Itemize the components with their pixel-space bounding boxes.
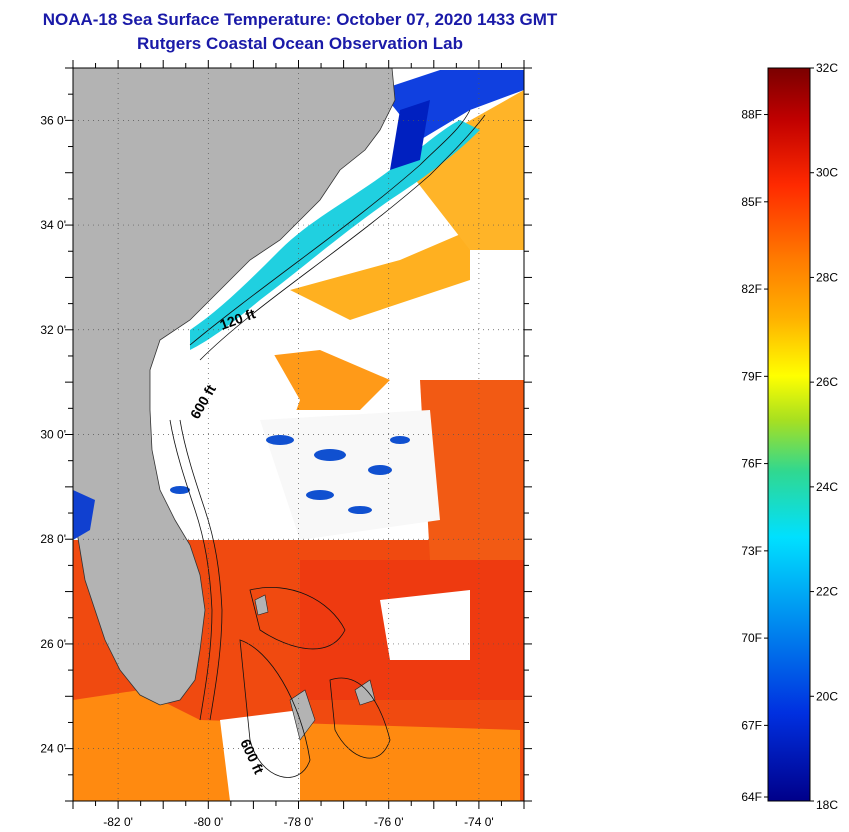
lon-tick-label: -80 0' — [193, 815, 223, 829]
land-us-southeast — [73, 68, 396, 706]
lat-tick-label: 32 0' — [40, 323, 66, 337]
colorbar-celsius-label: 18C — [816, 798, 838, 812]
colorbar-celsius-label: 24C — [816, 480, 838, 494]
cloud-3 — [380, 590, 470, 660]
colorbar-fahrenheit-label: 67F — [741, 718, 762, 732]
lon-tick-label: -82 0' — [103, 815, 133, 829]
colorbar-celsius-label: 22C — [816, 585, 838, 599]
colorbar-celsius-label: 20C — [816, 689, 838, 703]
colorbar-fahrenheit-label: 79F — [741, 369, 762, 383]
colorbar-fahrenheit-label: 70F — [741, 631, 762, 645]
lat-tick-label: 28 0' — [40, 532, 66, 546]
lat-tick-label: 24 0' — [40, 742, 66, 756]
bahamas-islands — [254, 594, 376, 741]
map-subtitle: Rutgers Coastal Ocean Observation Lab — [137, 34, 463, 53]
colorbar-fahrenheit-label: 73F — [741, 544, 762, 558]
colorbar-celsius-label: 30C — [816, 166, 838, 180]
map-title: NOAA-18 Sea Surface Temperature: October… — [42, 10, 558, 29]
warm-water-east — [420, 380, 524, 560]
cloud-4 — [220, 710, 300, 801]
lat-tick-label: 26 0' — [40, 637, 66, 651]
colorbar-celsius-label: 28C — [816, 270, 838, 284]
blue-patches — [170, 435, 410, 514]
temperature-colorbar — [767, 67, 811, 802]
latitude-labels: 36 0' 34 0' 32 0' 30 0' 28 0' 26 0' 24 0' — [40, 113, 66, 755]
cloud-1 — [160, 330, 300, 540]
lat-tick-label: 36 0' — [40, 113, 66, 127]
lon-tick-label: -78 0' — [284, 815, 314, 829]
pamlico-sound — [390, 100, 430, 170]
lon-tick-label: -76 0' — [374, 815, 404, 829]
colorbar-fahrenheit-label: 85F — [741, 195, 762, 209]
colorbar-fahrenheit-label: 64F — [741, 790, 762, 804]
axis-ticks — [65, 60, 532, 809]
lon-tick-label: -74 0' — [464, 815, 494, 829]
lat-tick-label: 34 0' — [40, 218, 66, 232]
colorbar-celsius-label: 26C — [816, 375, 838, 389]
colorbar-fahrenheit-label: 82F — [741, 282, 762, 296]
lat-tick-label: 30 0' — [40, 428, 66, 442]
orange-patch-2 — [290, 230, 470, 320]
bathymetry-contours — [169, 109, 486, 778]
longitude-labels: -82 0' -80 0' -78 0' -76 0' -74 0' — [103, 815, 493, 829]
gulf-cold-patch — [73, 490, 95, 540]
colorbar-fahrenheit-label: 88F — [741, 108, 762, 122]
orange-patch-3 — [400, 90, 524, 250]
graticule — [73, 68, 524, 801]
colorbar-labels: 32C 30C 28C 26C 24C 22C 20C 18C 88F 85F 82F 79F 76F 7… — [741, 61, 838, 812]
colorbar-fahrenheit-label: 76F — [741, 457, 762, 471]
cool-coastal-band — [190, 120, 480, 350]
colorbar-celsius-label: 32C — [816, 61, 838, 75]
